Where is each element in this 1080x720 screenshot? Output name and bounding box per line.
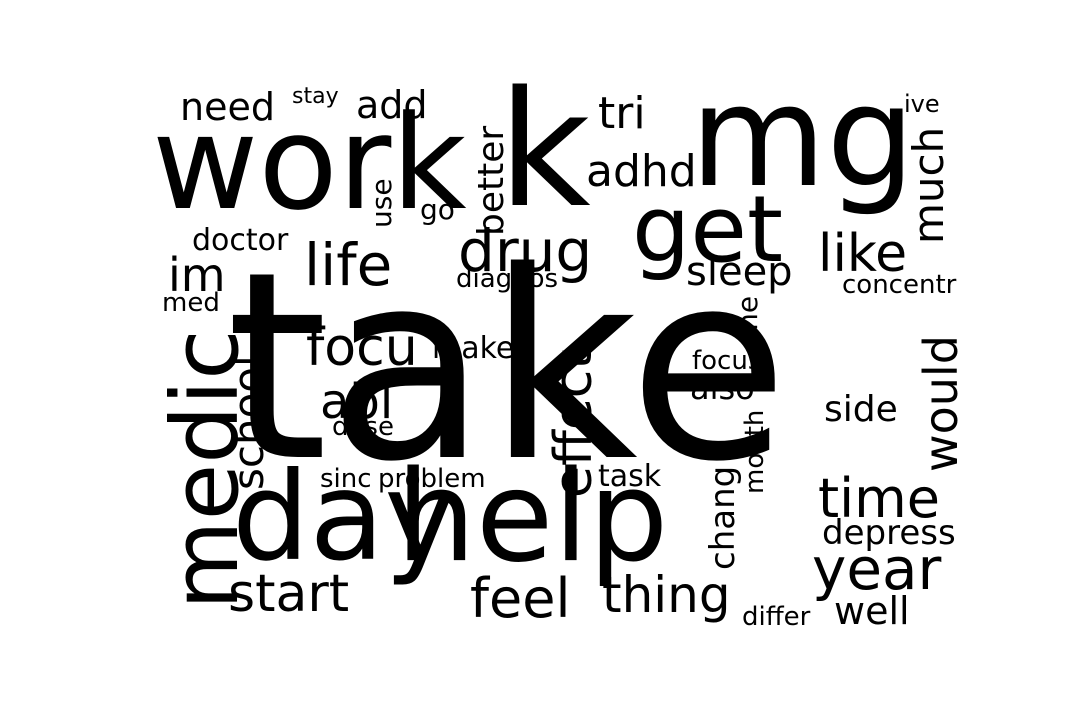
word-med: med [162,288,220,318]
word-time: time [818,467,941,530]
word-feel: feel [470,567,571,630]
word-thing: thing [602,566,731,624]
word-tri: tri [598,88,646,139]
word-chang: chang [703,465,743,570]
word-go: go [420,193,455,226]
word-abl: abl [320,374,394,430]
word-get: get [632,176,784,283]
word-need: need [180,85,275,129]
word-drug: drug [458,217,593,285]
word-adhd: adhd [586,146,697,197]
word-task: task [598,459,662,494]
word-differ: differ [742,602,811,632]
word-doctor: doctor [192,223,289,258]
word-mg: mg [690,56,916,219]
word-sleep: sleep [686,249,793,295]
word-problem: problem [378,464,486,494]
word-focu: focu [306,318,418,378]
word-use: use [365,178,398,228]
word-would: would [914,335,968,472]
word-start: start [228,564,350,624]
word-effect: effect [544,349,604,498]
word-help: help [396,443,669,590]
word-k: k [498,56,591,243]
word-im: im [168,248,226,302]
word-well: well [834,589,910,633]
word-much: much [904,126,953,244]
word-year: year [812,535,942,603]
word-stay: stay [292,84,339,109]
word-like: like [818,224,908,284]
word-day: day [232,446,457,588]
word-also: also [690,369,755,407]
word-sinc: sinc [320,464,372,494]
word-school: school [224,355,273,490]
word-depress: depress [822,513,956,553]
word-diagnos: diagnos [456,264,559,294]
word-ive: ive [904,90,940,118]
word-work: work [152,87,467,239]
word-concentr: concentr [842,270,957,300]
word-month: month [740,409,770,494]
word-side: side [824,389,898,430]
word-one: one [731,295,764,348]
word-take: take [226,217,789,519]
word-life: life [304,231,393,299]
word-add: add [356,83,428,127]
word-focus: focus [692,346,762,376]
word-dose: dose [332,412,394,442]
word-make: make [432,331,515,366]
